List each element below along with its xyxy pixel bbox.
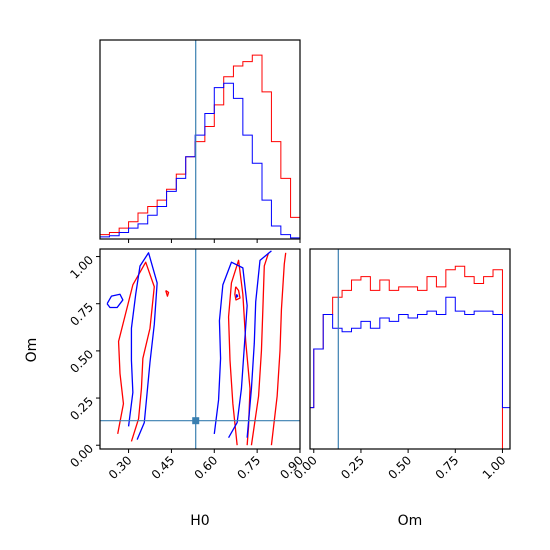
contour-group xyxy=(106,250,287,446)
joint-y-tick-label: 0.00 xyxy=(67,441,96,470)
joint-x-tick-label: 0.60 xyxy=(192,453,221,482)
h0-histogram-frame xyxy=(99,39,301,240)
om-hist-tick-label: 0.50 xyxy=(385,453,414,482)
blue-h0-histogram xyxy=(99,82,300,239)
blue-contour xyxy=(246,250,272,438)
red-contour xyxy=(250,252,270,446)
blue-contour xyxy=(106,293,124,309)
red-contour xyxy=(165,289,170,297)
blue-om-histogram xyxy=(309,296,510,449)
x-axis-label-om: Om xyxy=(398,513,423,529)
axis-labels: H0 Om Om xyxy=(24,338,422,529)
joint-panel-frame xyxy=(99,248,301,450)
om-hist-tick-label: 0.75 xyxy=(433,453,462,482)
joint-y-tick-label: 1.00 xyxy=(67,253,96,282)
blue-contour xyxy=(127,252,158,440)
truth-marker xyxy=(192,417,200,425)
x-axis-label-h0: H0 xyxy=(190,513,209,529)
om-hist-tick-label: 1.00 xyxy=(480,453,509,482)
red-h0-histogram xyxy=(99,54,300,239)
joint-x-tick-label: 0.30 xyxy=(106,453,135,482)
joint-y-tick-label: 0.75 xyxy=(67,300,96,329)
om-histogram-frame xyxy=(309,248,511,450)
y-axis-label-om: Om xyxy=(24,338,40,363)
h0-histogram-panel xyxy=(99,39,301,243)
joint-y-tick-label: 0.25 xyxy=(67,394,96,423)
red-contour xyxy=(117,261,155,442)
red-contour xyxy=(270,252,287,446)
om-hist-tick-label: 0.25 xyxy=(338,453,367,482)
joint-contour-panel: 0.30 0.45 0.60 0.75 0.900.000.250.500.751.00 xyxy=(67,248,306,482)
red-contour xyxy=(234,286,241,301)
joint-x-tick-label: 0.75 xyxy=(234,453,263,482)
blue-contour xyxy=(213,261,248,438)
red-contour xyxy=(227,259,251,446)
joint-x-tick-label: 0.45 xyxy=(149,453,178,482)
red-om-histogram xyxy=(309,265,503,449)
om-histogram-panel: 0.00 0.25 0.50 0.75 1.00 xyxy=(291,248,511,482)
blue-contour xyxy=(235,293,239,298)
joint-y-tick-label: 0.50 xyxy=(67,347,96,376)
